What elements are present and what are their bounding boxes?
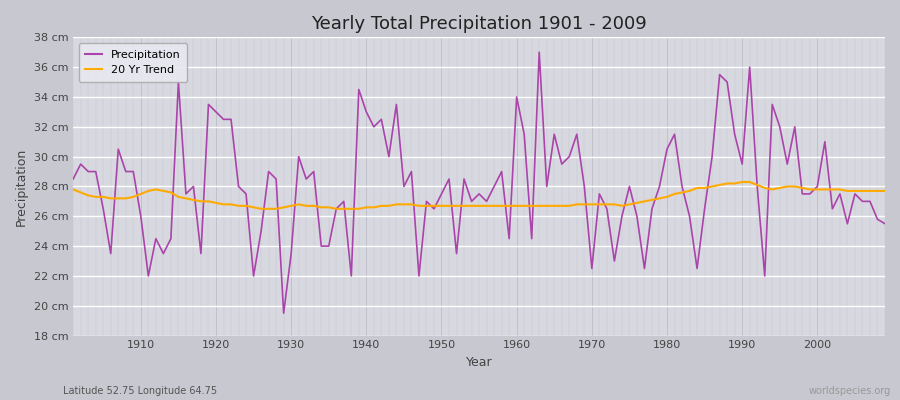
20 Yr Trend (256, 206, 266, 211)
20 Yr Trend (609, 202, 620, 207)
Precipitation (534, 50, 544, 55)
Precipitation (128, 169, 139, 174)
20 Yr Trend (511, 204, 522, 208)
Legend: Precipitation, 20 Yr Trend: Precipitation, 20 Yr Trend (78, 43, 187, 82)
Y-axis label: Precipitation: Precipitation (15, 147, 28, 226)
20 Yr Trend (128, 194, 139, 199)
Precipitation (518, 132, 529, 137)
Precipitation (616, 214, 627, 219)
Line: 20 Yr Trend: 20 Yr Trend (73, 182, 885, 209)
Precipitation (346, 274, 356, 278)
20 Yr Trend (737, 180, 748, 184)
20 Yr Trend (879, 188, 890, 193)
Precipitation (879, 221, 890, 226)
20 Yr Trend (346, 206, 356, 211)
Line: Precipitation: Precipitation (73, 52, 885, 313)
20 Yr Trend (518, 204, 529, 208)
20 Yr Trend (301, 204, 311, 208)
Text: worldspecies.org: worldspecies.org (809, 386, 891, 396)
X-axis label: Year: Year (466, 356, 492, 369)
Title: Yearly Total Precipitation 1901 - 2009: Yearly Total Precipitation 1901 - 2009 (311, 15, 647, 33)
Text: Latitude 52.75 Longitude 64.75: Latitude 52.75 Longitude 64.75 (63, 386, 217, 396)
Precipitation (68, 177, 78, 182)
Precipitation (301, 177, 311, 182)
20 Yr Trend (68, 187, 78, 192)
Precipitation (278, 311, 289, 316)
Precipitation (511, 94, 522, 99)
